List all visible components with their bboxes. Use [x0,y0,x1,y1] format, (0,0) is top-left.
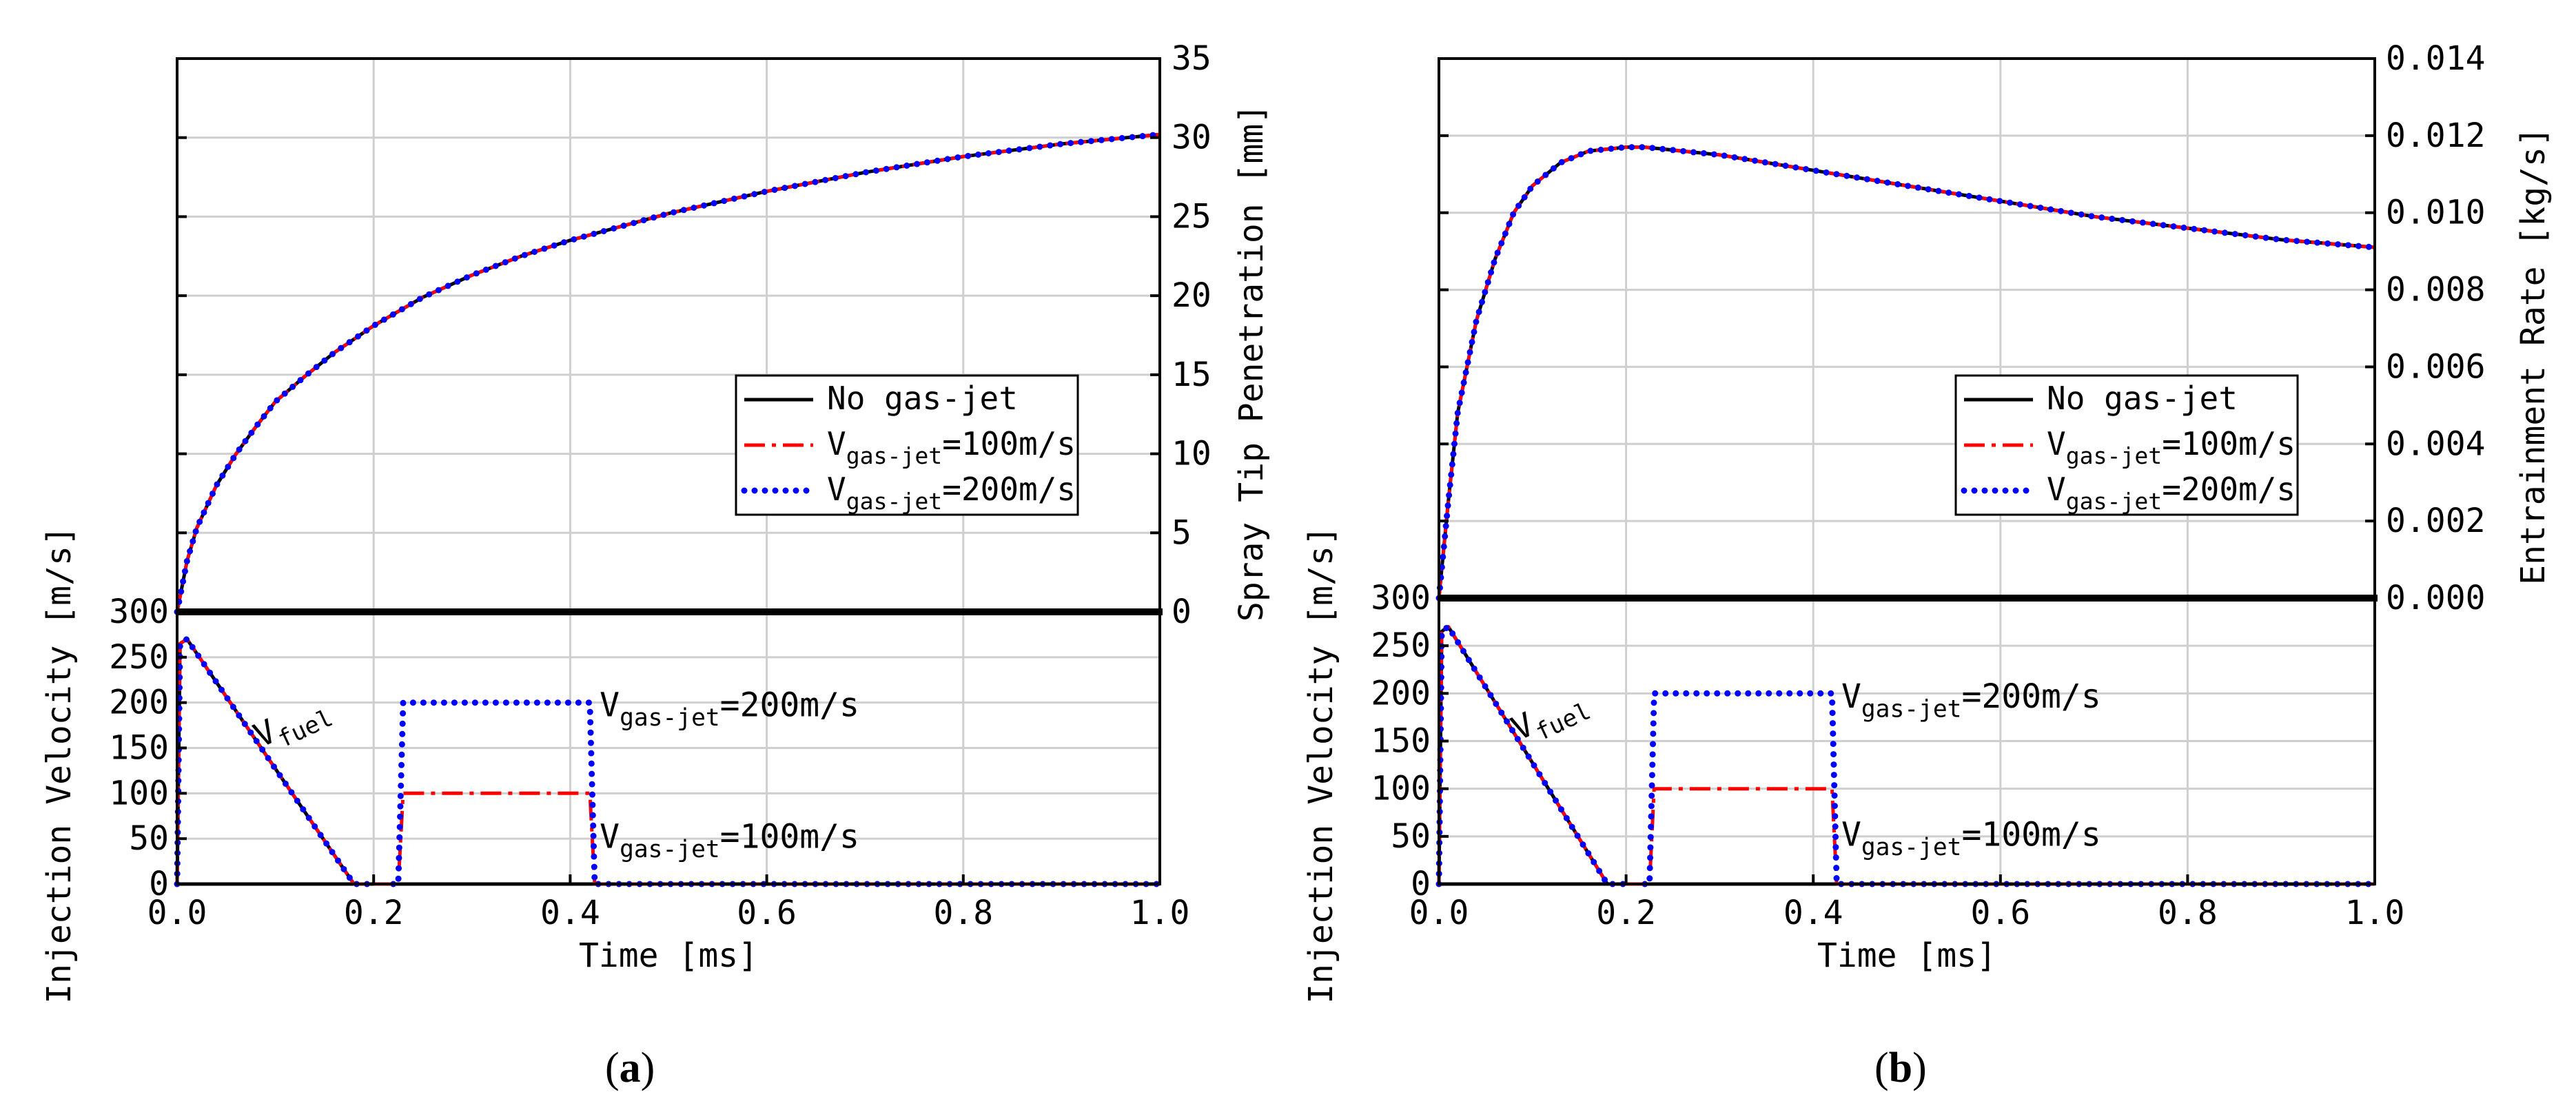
y-axis-label-right: Spray Tip Penetration [mm] [1232,104,1271,622]
y-tick-label-right: 0.002 [2386,502,2486,540]
y-tick-label-right: 30 [1172,119,1212,157]
legend-label: Vgas-jet=200m/s [2047,471,2296,515]
y-tick-label-left: 200 [1371,674,1431,712]
panel-label: (a) [605,1045,655,1091]
fuel-velocity-black [175,637,374,886]
annotation-v-gas-100: Vgas-jet=100m/s [600,817,859,863]
y-tick-label-right: 0.008 [2386,271,2486,309]
axes-frame [1438,57,2376,885]
legend-label: Vgas-jet=200m/s [827,471,1076,515]
fuel-velocity-blue [174,636,377,887]
x-tick-label: 0.8 [2158,894,2218,932]
series-line-top-2 [1437,145,2375,599]
x-tick-label: 1.0 [1130,894,1190,932]
annotation-v-gas-200: Vgas-jet=200m/s [600,686,859,731]
legend-label: No gas-jet [827,380,1018,417]
y-tick-label-right: 0.014 [2386,39,2486,78]
y-tick-label-right: 0.010 [2386,194,2486,232]
legend-label: No gas-jet [2047,380,2238,417]
x-tick-label: 1.0 [2345,894,2405,932]
x-tick-label: 0.8 [933,894,993,932]
y-tick-label-left: 50 [129,819,169,858]
legend-label: Vgas-jet=100m/s [2047,425,2296,469]
y-tick-label-left: 50 [1391,817,1431,856]
panel-label: (b) [1874,1045,1927,1091]
x-tick-label: 0.2 [1596,894,1656,932]
y-axis-label-left: Injection Velocity [m/s] [40,526,79,1004]
fuel-velocity-blue [1435,624,1630,887]
y-tick-label-left: 0 [1411,865,1431,903]
series-line-top-3 [1435,144,2378,602]
annotation-v-gas-100: Vgas-jet=100m/s [1841,816,2101,861]
x-tick-label: 0.6 [737,894,797,932]
y-tick-label-left: 0 [149,865,169,903]
fuel-velocity-black [1437,625,1626,886]
y-tick-label-left: 200 [109,684,169,722]
y-tick-label-left: 150 [1371,722,1431,761]
y-tick-label-left: 100 [109,774,169,812]
x-tick-label: 0.0 [1409,894,1469,932]
annotation-v-gas-200: Vgas-jet=200m/s [1841,677,2101,723]
y-axis-label-right: Entrainment Rate [kg/s] [2514,127,2553,585]
y-tick-label-right: 35 [1172,39,1212,78]
legend-label: Vgas-jet=100m/s [827,425,1076,469]
y-tick-label-right: 15 [1172,356,1212,394]
y-tick-label-right: 0 [1172,593,1192,631]
y-tick-label-left: 100 [1371,770,1431,808]
y-tick-label-left: 300 [1371,579,1431,617]
series-line-top-1 [1437,145,2375,599]
panel-a: 0.0 0.2 0.4 0.6 0.8 1.0 Time [ms] 0 5 10 15 20 25 30 3… [40,39,1271,1091]
y-tick-label-right: 0.012 [2386,116,2486,155]
series-line-top-2 [175,132,1161,613]
y-axis-label-left: Injection Velocity [m/s] [1302,526,1340,1004]
x-tick-label: 0.2 [344,894,404,932]
x-axis-label: Time [ms] [1817,936,1996,975]
x-tick-label: 0.0 [147,894,207,932]
y-tick-label-left: 250 [1371,626,1431,665]
y-tick-label-right: 0.004 [2386,424,2486,463]
fuel-velocity-red [175,637,374,886]
axes-frame [176,57,1161,885]
series-line-top-1 [175,132,1161,613]
y-tick-label-right: 0.006 [2386,347,2486,386]
y-tick-label-right: 25 [1172,197,1212,236]
y-tick-label-left: 250 [109,638,169,677]
fuel-velocity-red [1437,625,1626,886]
y-tick-label-right: 5 [1172,513,1192,552]
x-axis-label: Time [ms] [579,936,758,975]
y-tick-label-right: 20 [1172,276,1212,315]
y-tick-label-right: 10 [1172,435,1212,473]
y-tick-label-left: 300 [109,593,169,631]
y-tick-label-left: 150 [109,729,169,768]
x-tick-label: 0.6 [1970,894,2030,932]
panel-b: 0.0 0.2 0.4 0.6 0.8 1.0 Time [ms] 0.000 0.002 0.0… [1302,39,2553,1091]
x-tick-label: 0.4 [1783,894,1843,932]
y-tick-label-right: 0.000 [2386,579,2486,617]
series-line-top-3 [174,131,1163,615]
x-tick-label: 0.4 [540,894,600,932]
